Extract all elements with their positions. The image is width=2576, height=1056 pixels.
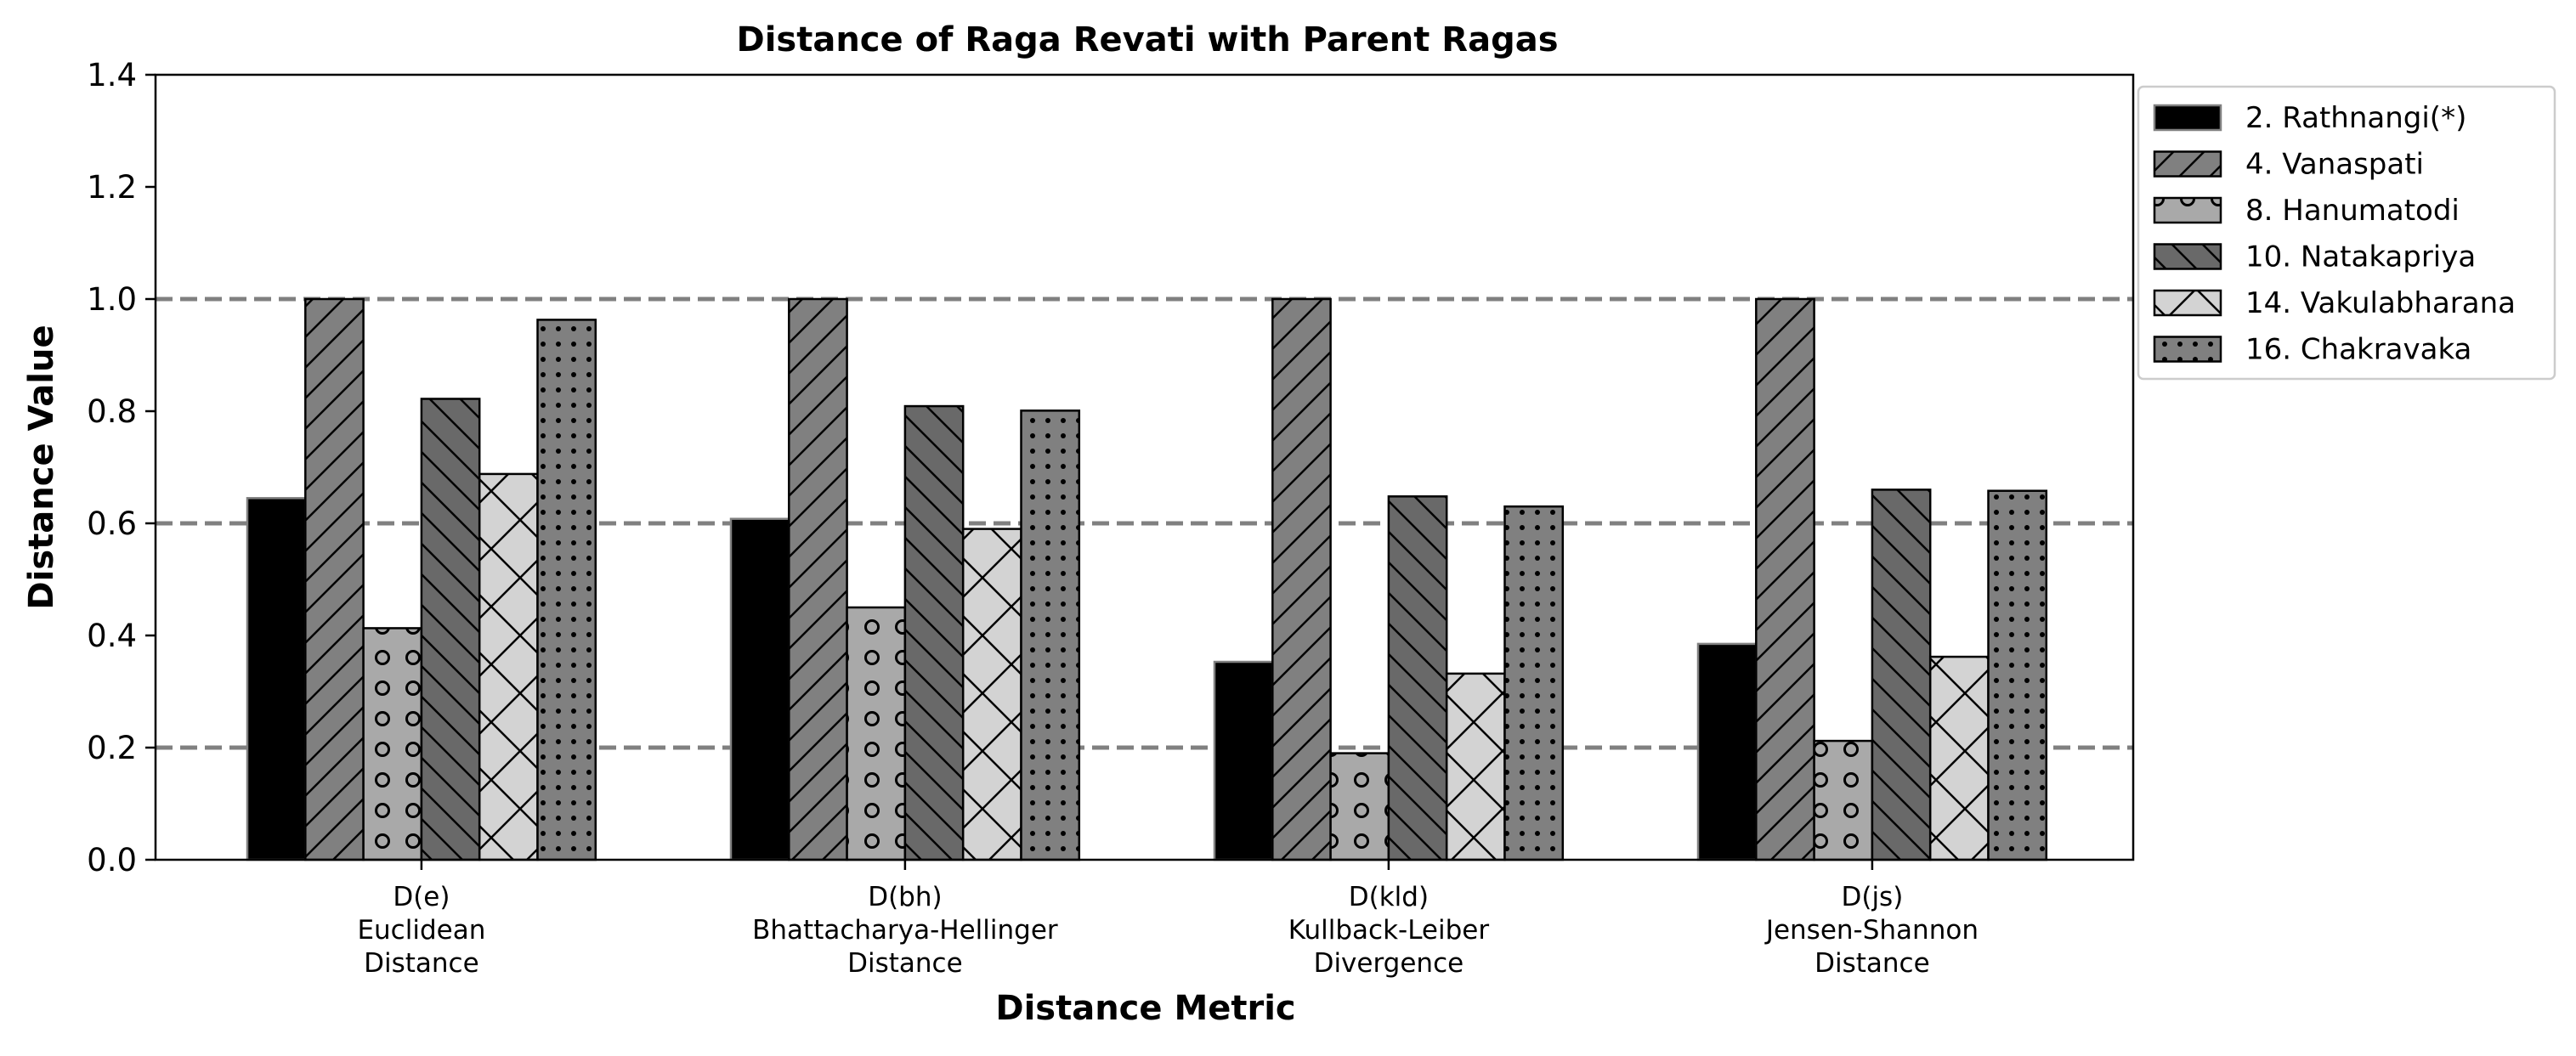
legend-swatch-hatch — [2154, 336, 2221, 362]
x-tick-label: D(bh) — [868, 882, 942, 912]
y-tick-label: 0.8 — [87, 393, 137, 430]
bar-hatch — [789, 299, 847, 860]
y-tick-label: 1.0 — [87, 281, 137, 318]
bar — [247, 498, 306, 860]
y-tick-label: 0.4 — [87, 618, 137, 654]
x-axis: D(e)EuclideanDistanceD(bh)Bhattacharya-H… — [357, 860, 1979, 979]
bar — [1214, 662, 1273, 860]
bar-hatch — [1447, 673, 1505, 860]
x-tick-label: D(kld) — [1349, 882, 1429, 912]
bar-hatch — [479, 473, 538, 860]
legend-swatch-hatch — [2154, 198, 2221, 223]
x-tick-label: Euclidean — [357, 915, 485, 946]
x-axis-label: Distance Metric — [995, 989, 1295, 1028]
legend-swatch-outline — [2153, 150, 2222, 178]
bar-hatch — [421, 398, 480, 861]
legend-label: 14. Vakulabharana — [2245, 286, 2516, 320]
y-axis: 0.0 0.2 0.4 0.6 0.8 1.0 1.2 1.4 — [87, 57, 156, 878]
bar-hatch — [1272, 299, 1331, 860]
x-tick-label: Distance — [1815, 948, 1930, 979]
y-tick-label: 1.4 — [87, 57, 137, 93]
bar-hatch — [1330, 753, 1389, 860]
y-axis-label: Distance Value — [22, 325, 61, 609]
bar-hatch — [846, 607, 905, 860]
bar-hatch — [1021, 410, 1079, 861]
bar-hatch — [1504, 506, 1563, 860]
legend-swatch — [2154, 105, 2221, 130]
legend-label: 4. Vanaspati — [2245, 148, 2424, 182]
x-tick-label: D(e) — [393, 882, 450, 912]
legend-label: 8. Hanumatodi — [2245, 194, 2460, 228]
bar-hatch — [1871, 489, 1931, 860]
legend-label: 10. Natakapriya — [2245, 240, 2476, 274]
bar-hatch — [1814, 741, 1872, 860]
legend-swatch-outline — [2153, 243, 2222, 270]
x-tick-label: Kullback-Leiber — [1288, 915, 1490, 946]
bar-hatch — [1756, 299, 1815, 860]
plot-frame — [154, 73, 2135, 861]
legend-swatch-hatch — [2154, 291, 2221, 315]
bar — [1698, 643, 1757, 860]
bar-hatch — [305, 299, 364, 860]
x-tick-label: Distance — [847, 948, 963, 979]
bar-hatch — [1388, 496, 1447, 860]
legend: 2. Rathnangi(*) 4. Vanaspati 8. Hanumatodi… — [2137, 85, 2556, 381]
legend-label: 2. Rathnangi(*) — [2245, 101, 2466, 135]
bar — [731, 518, 790, 860]
x-tick-label: Jensen-Shannon — [1764, 915, 1979, 946]
bar-hatch — [537, 319, 596, 860]
x-tick-label: Distance — [364, 948, 479, 979]
legend-swatch-outline — [2153, 196, 2222, 224]
bar-hatch — [1988, 490, 2047, 860]
legend-swatch-outline — [2153, 336, 2222, 363]
x-tick-label: Bhattacharya-Hellinger — [752, 915, 1058, 946]
legend-swatch-hatch — [2154, 244, 2221, 269]
x-tick-label: Divergence — [1314, 948, 1464, 979]
bar-hatch — [963, 528, 1022, 860]
legend-swatch-outline — [2153, 289, 2222, 317]
bar-hatch — [904, 406, 964, 860]
y-tick-label: 0.0 — [87, 842, 137, 878]
x-tick-label: D(js) — [1841, 882, 1903, 912]
y-tick-label: 0.2 — [87, 730, 137, 766]
legend-label: 16. Chakravaka — [2245, 333, 2471, 367]
chart-title: Distance of Raga Revati with Parent Raga… — [736, 20, 1558, 59]
bar-hatch — [1930, 657, 1989, 860]
legend-swatch-hatch — [2154, 151, 2221, 177]
y-tick-label: 0.6 — [87, 505, 137, 542]
y-tick-label: 1.2 — [87, 169, 137, 206]
legend-frame — [2137, 85, 2556, 381]
bars — [246, 297, 2048, 861]
bar-hatch — [363, 628, 422, 860]
legend-swatch-outline — [2153, 104, 2222, 132]
